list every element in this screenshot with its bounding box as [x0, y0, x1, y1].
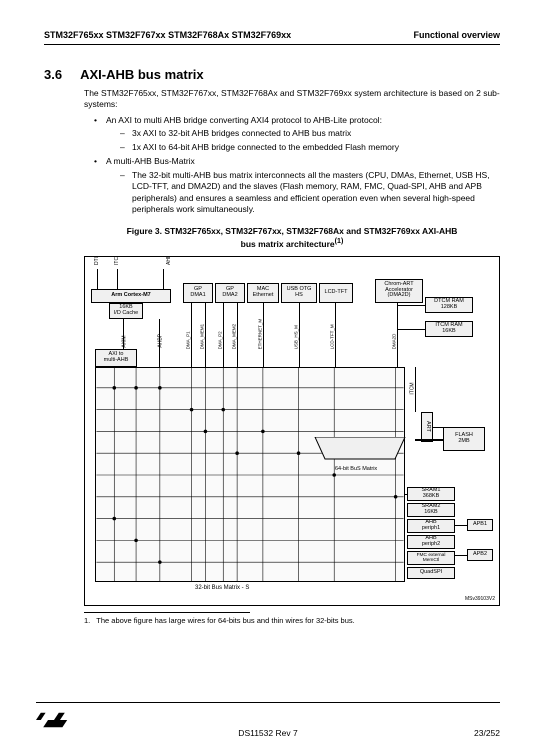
master-dma1: GP DMA1 — [183, 283, 213, 303]
footnote-number: 1. — [84, 616, 90, 625]
dtcm-label: DTCM — [95, 256, 100, 265]
apb2-block: APB2 — [467, 549, 493, 561]
qspi-block: QuadSPI — [407, 567, 455, 579]
vline — [299, 303, 300, 367]
vline — [205, 303, 206, 367]
sram1-block: SRAM1 368KB — [407, 487, 455, 501]
hline — [455, 555, 467, 556]
figure-caption-line1: Figure 3. STM32F765xx, STM32F767xx, STM3… — [127, 226, 458, 236]
vline — [237, 303, 238, 367]
footnote-separator — [84, 612, 250, 613]
st-logo — [36, 707, 72, 738]
footnote-text: The above figure has large wires for 64-… — [96, 616, 354, 625]
section-title: AXI-AHB bus matrix — [80, 67, 204, 82]
vline — [191, 303, 192, 367]
itcm-label: ITCM — [115, 256, 120, 265]
vline — [159, 319, 160, 367]
page-header: STM32F765xx STM32F767xx STM32F768Ax STM3… — [44, 30, 500, 45]
dash-item: 1x AXI to 64-bit AHB bridge connected to… — [120, 142, 500, 153]
cpu-block: Arm Cortex-M7 — [91, 289, 171, 303]
axi-bridge-label: AXI to multi-AHB — [104, 352, 129, 364]
vline — [123, 319, 124, 349]
bus64-shape — [305, 437, 415, 465]
dash-list: The 32-bit multi-AHB bus matrix intercon… — [120, 170, 500, 216]
fmc-block: FMC external MemCtl — [407, 551, 455, 565]
bullet-item: An AXI to multi AHB bridge converting AX… — [94, 115, 500, 153]
dtcm-ram-block: DTCM RAM 128KB — [425, 297, 473, 313]
hline — [415, 439, 443, 441]
hline — [455, 525, 467, 526]
vline — [263, 303, 264, 367]
bus64-caption: 64-bit BuS Matrix — [335, 467, 377, 473]
hline — [397, 329, 425, 330]
art-block: ART — [421, 412, 433, 442]
hline — [397, 305, 425, 306]
vline — [397, 303, 398, 367]
hline — [433, 427, 443, 428]
st-logo-icon — [36, 707, 72, 733]
master-lcd: LCD-TFT — [319, 283, 353, 303]
header-right: Functional overview — [413, 30, 500, 40]
header-left: STM32F765xx STM32F767xx STM32F768Ax STM3… — [44, 30, 291, 40]
vline — [97, 269, 98, 289]
vline — [335, 303, 336, 367]
doc-ref: MSv39103V2 — [465, 597, 495, 602]
ahbp1-block: AHB periph1 — [407, 519, 455, 533]
bus32-caption: 32-bit Bus Matrix - S — [195, 585, 249, 591]
itcm-ram-block: ITCM RAM 16KB — [425, 321, 473, 337]
cpu-label: Arm Cortex-M7 — [111, 293, 150, 299]
intro-paragraph: The STM32F765xx, STM32F767xx, STM32F768A… — [84, 88, 500, 111]
dash-list: 3x AXI to 32-bit AHB bridges connected t… — [120, 128, 500, 153]
footer-page-number: 23/252 — [474, 728, 500, 738]
apb1-block: APB1 — [467, 519, 493, 531]
bullet-item: A multi-AHB Bus-Matrix The 32-bit multi-… — [94, 156, 500, 215]
bus-matrix-grid — [96, 368, 404, 581]
flash-block: FLASH 2MB — [443, 427, 485, 451]
bullet-text: An AXI to multi AHB bridge converting AX… — [106, 115, 382, 125]
figure-caption-line2: bus matrix architecture — [241, 239, 335, 249]
master-usb: USB OTG HS — [281, 283, 317, 303]
body-content: The STM32F765xx, STM32F767xx, STM32F768A… — [84, 88, 500, 625]
vline — [163, 269, 164, 289]
axi-bridge-block: AXI to multi-AHB — [95, 349, 137, 367]
footer-center: DS11532 Rev 7 — [238, 728, 297, 738]
page-footer: DS11532 Rev 7 23/252 — [36, 702, 500, 738]
figure-diagram: Arm Cortex-M7 16KB I/D Cache DTCM ITCM A… — [84, 256, 500, 606]
ahbs-label: AHBS — [167, 256, 172, 265]
master-dma2: GP DMA2 — [215, 283, 245, 303]
dash-item: 3x AXI to 32-bit AHB bridges connected t… — [120, 128, 500, 139]
section-heading: 3.6 AXI-AHB bus matrix — [44, 67, 500, 82]
bullet-text: A multi-AHB Bus-Matrix — [106, 156, 195, 166]
bus-matrix-32 — [95, 367, 405, 582]
hline — [405, 494, 407, 495]
vline — [415, 367, 416, 412]
vline — [117, 269, 118, 289]
master-dma2d: Chrom-ART Accelerator (DMA2D) — [375, 279, 423, 303]
master-eth: MAC Ethernet — [247, 283, 279, 303]
footnote: 1. The above figure has large wires for … — [84, 616, 500, 625]
bullet-list: An AXI to multi AHB bridge converting AX… — [94, 115, 500, 216]
figure-caption-sup: (1) — [335, 237, 344, 245]
figure-caption: Figure 3. STM32F765xx, STM32F767xx, STM3… — [84, 226, 500, 250]
cache-block: 16KB I/D Cache — [109, 303, 143, 319]
ahbp2-block: AHB periph2 — [407, 535, 455, 549]
sram2-block: SRAM2 16KB — [407, 503, 455, 517]
dash-item: The 32-bit multi-AHB bus matrix intercon… — [120, 170, 500, 216]
cache-label: 16KB I/D Cache — [114, 305, 138, 317]
section-number: 3.6 — [44, 67, 62, 82]
vline — [223, 303, 224, 367]
